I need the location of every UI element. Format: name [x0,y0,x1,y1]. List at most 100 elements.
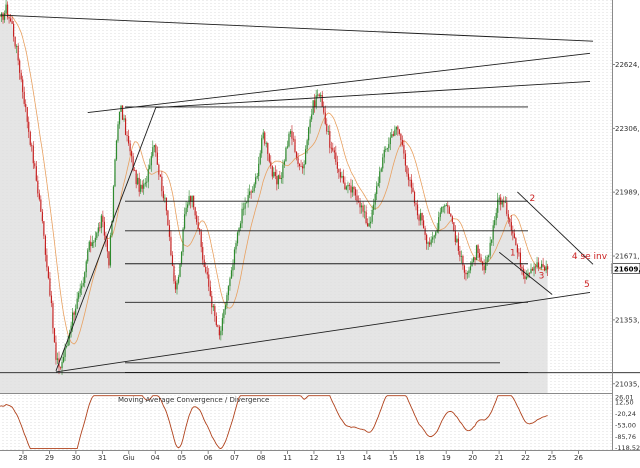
candle-body [118,111,121,125]
candle-body [463,265,466,273]
candle-body [491,239,493,243]
candle-body [466,273,469,275]
candle-body [53,328,56,343]
candle-body [84,272,86,284]
indicator-tick-label: -53,00 [615,421,636,429]
candle-body [424,228,426,235]
candle-body [226,295,228,306]
candle-body [115,140,118,160]
candle-body [401,139,404,146]
candle-body [138,177,140,192]
candle-body [44,235,46,255]
candle-body [126,135,128,136]
candle-body [247,195,249,203]
candle-body [165,197,168,211]
candle-body [232,264,234,271]
candle-body [447,205,449,208]
candle-body [323,106,325,113]
candle-body [211,295,213,308]
candle-body [141,184,143,189]
candle-body [91,242,93,247]
candle-body [127,135,130,144]
candle-body [267,142,269,154]
candle-body [333,150,335,153]
time-tick-label: 25 [548,454,557,462]
time-tick-label: 19 [442,454,451,462]
indicator-grid [2,395,612,450]
candle-body [137,177,139,185]
candle-body [214,306,216,317]
candle-body [34,163,36,167]
candle-body [533,266,535,271]
candle-body [279,175,281,180]
candle-body [103,221,105,236]
time-tick-label: 15 [389,454,398,462]
candle-body [81,285,83,289]
candle-body [338,168,340,173]
candle-body [454,230,456,242]
candle-body [190,196,192,202]
candle-body [342,175,345,183]
candle-body [123,118,125,120]
candle-body [49,278,51,296]
candle-body [96,232,98,238]
time-tick-label: 26 [574,454,583,462]
candle-body [540,263,543,268]
candle-body [185,207,187,215]
candle-body [23,91,25,104]
candle-body [146,181,148,183]
candle-body [280,177,282,180]
candle-body [3,13,6,20]
candle-body [235,243,237,250]
candle-body [40,199,42,212]
candle-body [134,170,136,171]
candle-body [388,144,390,149]
candle-body [444,205,446,207]
candle-body [174,281,177,290]
candle-body [335,152,337,162]
trend-line [55,107,157,372]
candle-body [252,191,254,193]
candle-body [124,118,127,136]
candle-body [365,211,367,224]
candle-body [495,212,497,221]
candle-body [300,166,302,167]
candle-body [159,174,161,177]
candle-body [380,168,382,172]
candle-body [25,103,27,108]
candle-body [435,232,437,236]
candle-body [347,184,349,187]
candle-body [97,227,99,233]
candle-body [132,156,134,171]
candle-body [61,361,63,369]
candle-body [403,145,405,154]
candle-body [173,265,175,282]
candle-body [109,235,112,266]
candle-body [75,308,77,315]
candle-body [245,202,248,204]
candle-body [236,232,239,244]
price-tick-label: 21035,8 [615,380,640,388]
candle-body [131,151,133,157]
candle-body [72,312,74,326]
candle-body [270,161,272,167]
trend-line [87,52,591,114]
trend-line [517,191,594,265]
last-price-label: 21609,8 [614,265,640,273]
candle-body [415,203,417,205]
price-tick-label: 21671,3 [615,253,640,261]
candle-body [17,45,19,61]
candle-body [539,267,541,269]
candle-body [2,13,4,20]
candle-body [11,21,13,24]
candle-body [394,129,396,136]
candle-body [111,221,113,236]
wave-label: 2 [529,194,535,204]
candle-body [271,166,273,177]
candle-body [468,270,470,274]
candle-body [525,276,528,279]
time-tick-label: 29 [45,454,54,462]
candle-body [255,177,257,185]
candle-body [465,272,467,275]
